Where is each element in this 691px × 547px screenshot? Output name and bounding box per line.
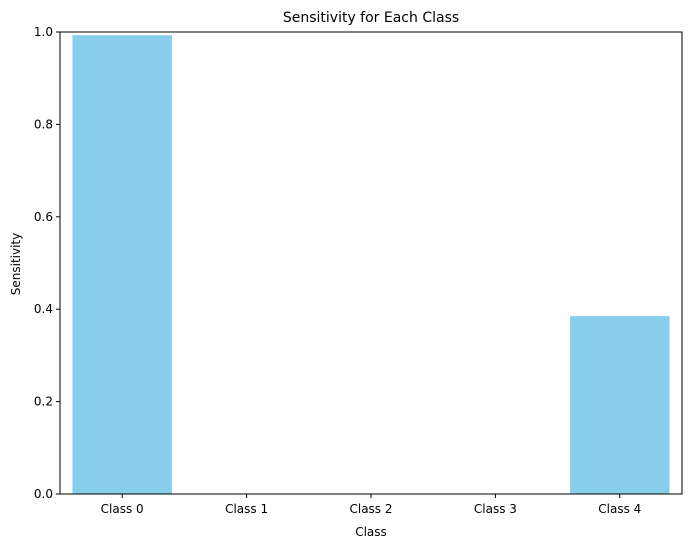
x-tick-label: Class 4 (598, 502, 641, 516)
x-axis-label: Class (355, 525, 387, 539)
x-tick-label: Class 3 (474, 502, 517, 516)
y-tick-label: 0.6 (34, 210, 53, 224)
axes-layer: Class 0 Class 1 Class 2 Class 3 Class 4 0.0 0.… (34, 25, 683, 516)
y-tick-label: 0.4 (34, 302, 53, 316)
bar-class-4 (570, 316, 670, 494)
plot-frame (59, 31, 683, 495)
y-tick-label: 1.0 (34, 25, 53, 39)
x-tick-label: Class 2 (349, 502, 392, 516)
chart-title: Sensitivity for Each Class (283, 10, 459, 26)
y-tick-label: 0.0 (34, 487, 53, 501)
y-tick-label: 0.2 (34, 395, 53, 409)
y-axis-label: Sensitivity (9, 233, 23, 295)
bar-class-0 (72, 35, 172, 494)
bars-layer (72, 35, 670, 494)
x-tick-label: Class 1 (225, 502, 268, 516)
y-tick-label: 0.8 (34, 117, 53, 131)
x-tick-label: Class 0 (101, 502, 144, 516)
